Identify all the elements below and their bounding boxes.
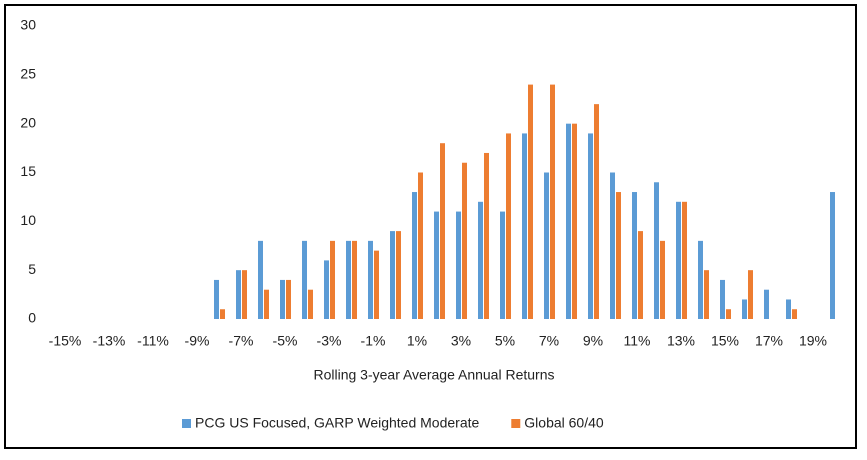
- bar: [280, 279, 285, 319]
- bar: [396, 231, 401, 319]
- bar: [588, 133, 593, 319]
- bar: [346, 240, 351, 319]
- bar: [522, 133, 527, 319]
- bar: [654, 182, 659, 319]
- x-tick-label: 9%: [583, 333, 603, 349]
- bar: [434, 211, 439, 319]
- x-tick-label: 17%: [755, 333, 783, 349]
- bar: [610, 172, 615, 319]
- x-tick-label: 19%: [799, 333, 827, 349]
- x-tick-label: 13%: [667, 333, 695, 349]
- x-tick-label: 5%: [495, 333, 515, 349]
- bar: [374, 250, 379, 319]
- bar: [632, 192, 637, 319]
- bar: [286, 279, 291, 319]
- bar: [484, 152, 489, 319]
- bar: [764, 289, 769, 319]
- y-tick-label: 0: [28, 310, 36, 326]
- x-tick-label: -3%: [317, 333, 342, 349]
- bar: [214, 279, 219, 319]
- bar: [440, 143, 445, 319]
- bar: [258, 240, 263, 319]
- legend-label: PCG US Focused, GARP Weighted Moderate: [195, 415, 479, 431]
- bar: [242, 270, 247, 319]
- legend-label: Global 60/40: [524, 415, 604, 431]
- y-tick-label: 5: [28, 261, 36, 277]
- bar: [698, 240, 703, 319]
- bar: [308, 289, 313, 319]
- x-tick-label: -5%: [273, 333, 298, 349]
- x-tick-label: -7%: [229, 333, 254, 349]
- bar: [390, 231, 395, 319]
- x-tick-label: -15%: [49, 333, 82, 349]
- bar: [704, 270, 709, 319]
- bar: [264, 289, 269, 319]
- bar: [528, 84, 533, 319]
- bar: [478, 201, 483, 319]
- bar: [418, 172, 423, 319]
- y-tick-label: 25: [20, 66, 36, 82]
- bar: [220, 309, 225, 319]
- x-tick-label: 11%: [624, 333, 651, 349]
- bar: [830, 192, 835, 319]
- bar: [566, 123, 571, 320]
- bar: [616, 192, 621, 319]
- bar: [324, 260, 329, 319]
- bar: [302, 240, 307, 319]
- y-tick-label: 30: [20, 17, 36, 33]
- bar: [572, 123, 577, 320]
- bar: [506, 133, 511, 319]
- bar: [748, 270, 753, 319]
- x-tick-label: -1%: [361, 333, 386, 349]
- bar: [236, 270, 241, 319]
- x-tick-label: 3%: [451, 333, 471, 349]
- bar: [412, 192, 417, 319]
- x-tick-label: 7%: [539, 333, 559, 349]
- bar: [682, 201, 687, 319]
- bar: [368, 240, 373, 319]
- bar: [352, 240, 357, 319]
- x-tick-label: -11%: [137, 333, 169, 349]
- bar: [456, 211, 461, 319]
- x-tick-label: 15%: [711, 333, 739, 349]
- bar: [742, 299, 747, 319]
- x-tick-label: -9%: [185, 333, 210, 349]
- legend: PCG US Focused, GARP Weighted Moderate Gl…: [182, 415, 604, 431]
- y-tick-label: 15: [20, 163, 36, 179]
- x-tick-label: 1%: [407, 333, 427, 349]
- chart-frame: [4, 4, 857, 449]
- bar: [676, 201, 681, 319]
- bar: [660, 240, 665, 319]
- bar: [544, 172, 549, 319]
- bar: [792, 309, 797, 319]
- y-tick-label: 20: [20, 114, 36, 130]
- bar: [500, 211, 505, 319]
- legend-swatch: [182, 419, 191, 428]
- bar: [720, 279, 725, 319]
- bar: [726, 309, 731, 319]
- bar: [462, 162, 467, 319]
- bar: [550, 84, 555, 319]
- x-axis-label: Rolling 3-year Average Annual Returns: [313, 367, 554, 383]
- bar: [330, 240, 335, 319]
- x-tick-label: -13%: [93, 333, 126, 349]
- bar: [594, 104, 599, 319]
- bar: [638, 231, 643, 319]
- y-tick-label: 10: [20, 212, 36, 228]
- bar: [786, 299, 791, 319]
- legend-swatch: [511, 419, 521, 428]
